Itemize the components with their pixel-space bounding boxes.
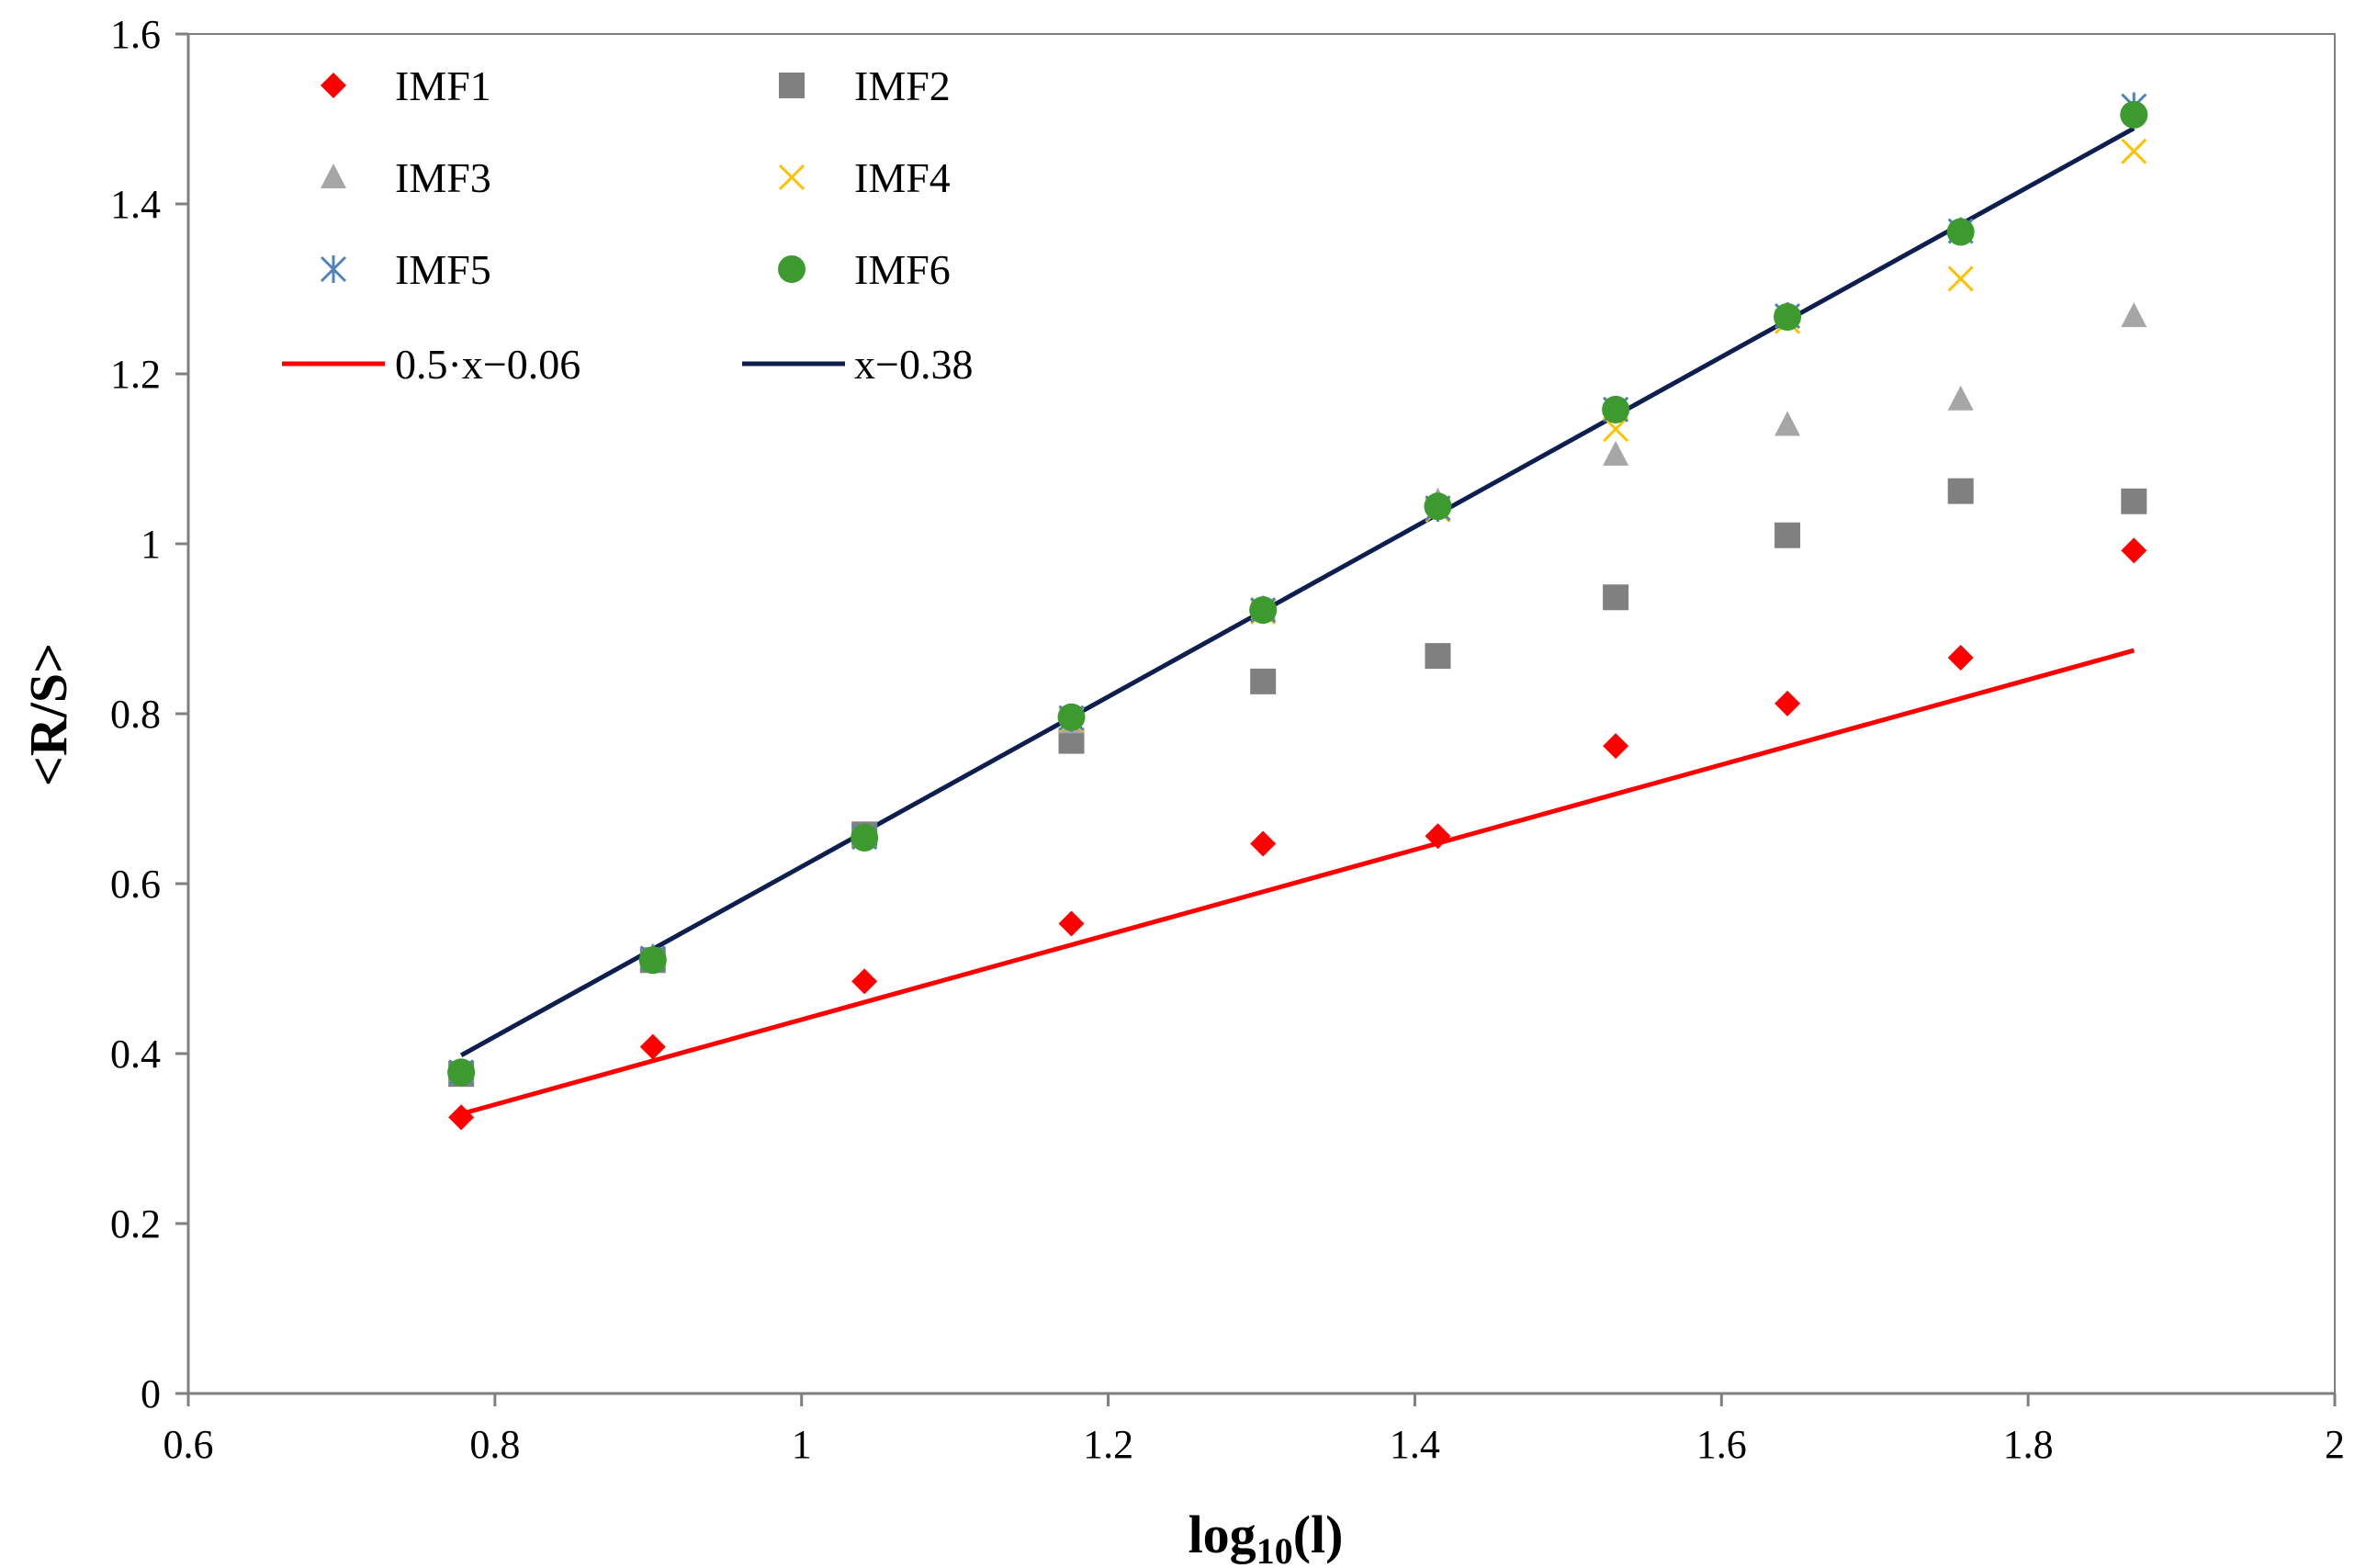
y-tick-label: 1 (141, 522, 161, 567)
point-imf6 (1057, 703, 1086, 731)
x-axis-title-subscript: 10 (1256, 1530, 1293, 1568)
point-imf1 (1947, 644, 1974, 671)
legend-item-imf6: IMF6 (778, 246, 951, 293)
point-imf1 (1603, 733, 1629, 760)
point-imf4 (1603, 416, 1629, 443)
point-imf6 (447, 1058, 476, 1087)
point-imf2 (1603, 584, 1629, 611)
point-imf2 (1250, 668, 1277, 694)
point-imf6 (1946, 218, 1975, 246)
point-imf1 (639, 1033, 666, 1060)
fit-line-2 (459, 126, 2135, 1058)
x-tick-label: 2 (2325, 1422, 2345, 1467)
x-tick-label: 0.8 (469, 1422, 520, 1467)
point-imf6 (2120, 100, 2148, 129)
point-imf2 (1425, 643, 1451, 670)
legend-item-fit-2: x−0.38 (742, 341, 973, 388)
x-axis-title-base: log (1189, 1505, 1256, 1564)
fit-line-1 (460, 648, 2135, 1117)
legend-marker-imf3 (321, 164, 346, 188)
point-imf1 (2121, 537, 2147, 564)
point-imf6 (1774, 303, 1802, 332)
legend-item-imf1: IMF1 (321, 62, 491, 109)
legend-marker-imf6 (778, 255, 806, 283)
tick-labels: 0 0.2 0.4 0.6 0.8 1 1.2 1.4 1.6 0.6 0.8 1 1.2 1.4 1.6 1… (110, 12, 2345, 1467)
x-tick-label: 1.2 (1083, 1422, 1133, 1467)
legend-item-imf3: IMF3 (321, 154, 491, 201)
y-tick-label: 1.2 (110, 352, 161, 397)
point-imf1 (1774, 690, 1801, 716)
fit-lines (459, 126, 2135, 1117)
legend-label: 0.5·x−0.06 (395, 341, 580, 388)
y-tick-label: 0.4 (110, 1032, 161, 1077)
legend-marker-imf1 (321, 73, 346, 98)
y-tick-label: 0.6 (110, 862, 161, 907)
legend-label: IMF2 (854, 62, 951, 109)
y-axis-title: <R/S> (18, 643, 78, 786)
point-imf3 (1947, 385, 1974, 411)
legend-label: x−0.38 (854, 341, 973, 388)
point-imf6 (638, 946, 667, 975)
x-tick-label: 1.6 (1696, 1422, 1747, 1467)
point-imf6 (1602, 395, 1630, 423)
x-tick-label: 1.8 (2003, 1422, 2054, 1467)
data-points (447, 92, 2148, 1131)
point-imf2 (1774, 522, 1801, 548)
y-tick-label: 0.2 (110, 1201, 161, 1247)
x-axis-title: log10(l) (1189, 1505, 1344, 1568)
point-imf6 (851, 824, 879, 852)
y-tick-label: 1.4 (110, 182, 161, 227)
x-tick-label: 1.4 (1390, 1422, 1440, 1467)
legend: IMF1 IMF2 IMF3 IMF4 IMF5 IMF6 0.5·x−0.06 x−0.38 (282, 62, 973, 388)
x-tick-label: 1 (792, 1422, 812, 1467)
legend-item-imf2: IMF2 (779, 62, 951, 109)
y-tick-label: 0 (141, 1371, 161, 1416)
series-imf1 (448, 537, 2147, 1131)
y-tick-label: 1.6 (110, 12, 161, 57)
legend-label: IMF3 (395, 154, 491, 201)
point-imf4 (2121, 138, 2147, 164)
legend-label: IMF4 (854, 154, 951, 201)
legend-marker-imf5 (320, 255, 347, 283)
legend-label: IMF1 (395, 62, 491, 109)
series-imf6 (447, 100, 2148, 1087)
legend-item-imf5: IMF5 (320, 246, 491, 293)
point-imf6 (1424, 492, 1452, 521)
point-imf2 (1947, 478, 1974, 504)
legend-marker-imf2 (779, 73, 805, 98)
legend-label: IMF6 (854, 246, 951, 293)
legend-marker-imf4 (778, 164, 806, 191)
point-imf6 (1249, 596, 1278, 625)
point-imf3 (1774, 411, 1801, 436)
point-imf1 (448, 1104, 475, 1131)
point-imf1 (851, 968, 878, 995)
x-axis-title-suffix: (l) (1293, 1505, 1344, 1564)
point-imf1 (1250, 830, 1277, 857)
point-imf3 (1603, 440, 1629, 466)
y-tick-label: 0.8 (110, 692, 161, 737)
x-tick-label: 0.6 (163, 1422, 214, 1467)
legend-label: IMF5 (395, 246, 491, 293)
point-imf1 (1425, 823, 1451, 850)
point-imf1 (1058, 910, 1085, 937)
point-imf4 (1947, 265, 1974, 292)
legend-item-fit-1: 0.5·x−0.06 (282, 341, 580, 388)
legend-item-imf4: IMF4 (778, 154, 951, 201)
point-imf2 (2121, 488, 2147, 514)
point-imf3 (2121, 302, 2147, 328)
